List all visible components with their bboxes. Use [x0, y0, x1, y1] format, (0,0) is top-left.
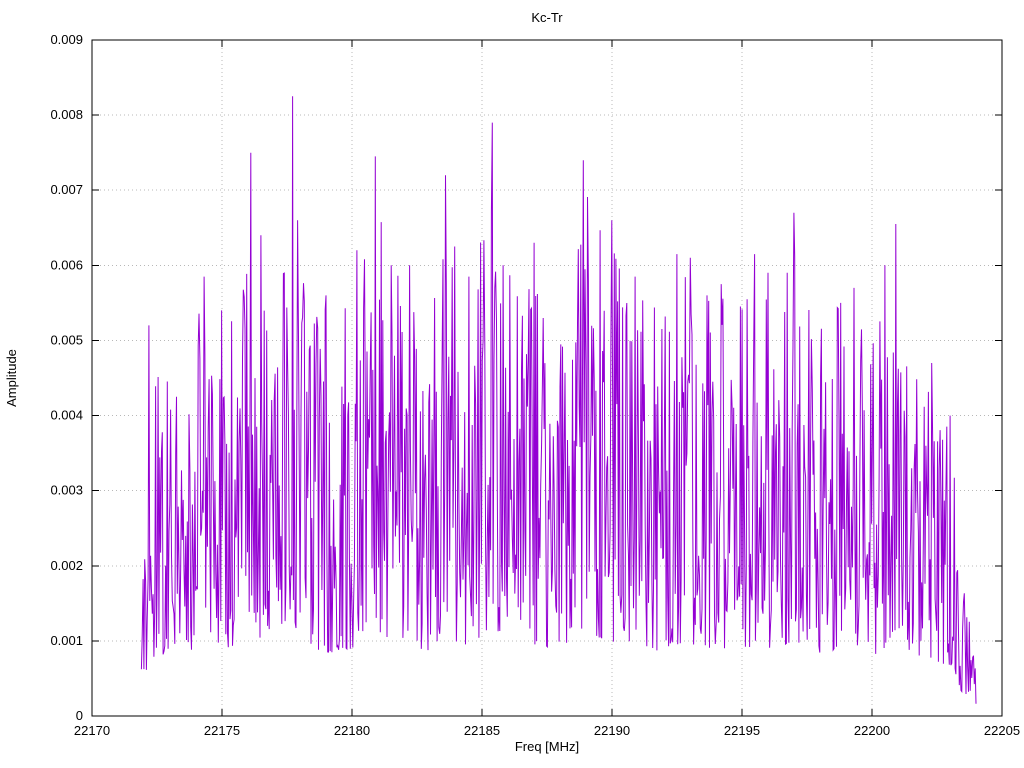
y-tick-label: 0.009	[50, 32, 83, 47]
signal-trace	[140, 96, 977, 704]
x-tick-label: 22205	[984, 723, 1020, 738]
y-tick-label: 0	[76, 708, 83, 723]
y-tick-label: 0.006	[50, 257, 83, 272]
y-tick-label: 0.003	[50, 483, 83, 498]
series-line	[140, 96, 977, 704]
plot-border	[91, 39, 1003, 717]
y-tick-label: 0.005	[50, 332, 83, 347]
axes	[91, 39, 1003, 717]
y-tick-label: 0.008	[50, 107, 83, 122]
x-tick-label: 22185	[464, 723, 500, 738]
x-tick-label: 22170	[74, 723, 110, 738]
x-tick-label: 22200	[854, 723, 890, 738]
y-tick-label: 0.001	[50, 633, 83, 648]
x-tick-label: 22175	[204, 723, 240, 738]
grid	[92, 40, 1002, 716]
x-tick-label: 22195	[724, 723, 760, 738]
x-tick-label: 22180	[334, 723, 370, 738]
x-axis-label: Freq [MHz]	[515, 739, 579, 754]
x-tick-label: 22190	[594, 723, 630, 738]
y-tick-label: 0.004	[50, 408, 83, 423]
chart-title: Kc-Tr	[531, 10, 563, 25]
y-tick-label: 0.007	[50, 182, 83, 197]
y-axis-label: Amplitude	[4, 349, 19, 407]
tick-labels: 22170 22175 22180 22185 22190 22195 22200 22205…	[50, 32, 1020, 738]
y-tick-label: 0.002	[50, 558, 83, 573]
